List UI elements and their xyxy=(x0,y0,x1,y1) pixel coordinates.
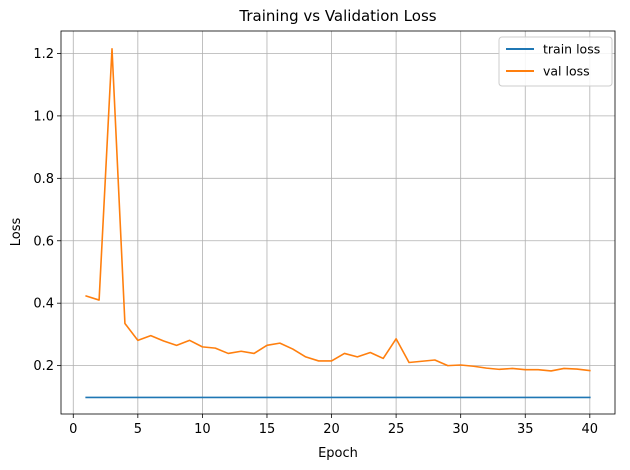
x-tick-label: 10 xyxy=(194,422,211,437)
chart-title: Training vs Validation Loss xyxy=(238,7,436,25)
x-tick-label: 35 xyxy=(517,422,534,437)
x-axis-label: Epoch xyxy=(318,446,358,461)
x-tick-label: 15 xyxy=(259,422,276,437)
y-tick-label: 0.8 xyxy=(33,172,54,187)
y-axis-label: Loss xyxy=(9,218,24,247)
series-line-val-loss xyxy=(85,47,591,372)
series-group xyxy=(85,47,591,399)
y-tick-label: 0.6 xyxy=(33,234,54,249)
x-tick-label: 40 xyxy=(582,422,599,437)
y-tick-label: 1.2 xyxy=(33,47,54,62)
y-tick-label: 0.2 xyxy=(33,359,54,374)
axis-ticks: 0 5 10 15 20 25 30 35 40 0.2 0.4 0.6 0.8 1.0 1.2 xyxy=(33,47,598,437)
grid-lines xyxy=(61,31,615,414)
x-tick-label: 20 xyxy=(323,422,340,437)
y-tick-label: 1.0 xyxy=(33,109,54,124)
x-tick-label: 25 xyxy=(388,422,405,437)
y-tick-label: 0.4 xyxy=(33,297,54,312)
x-tick-label: 30 xyxy=(452,422,469,437)
legend-label-val-loss: val loss xyxy=(543,64,590,79)
x-tick-label: 5 xyxy=(134,422,142,437)
plot-frame xyxy=(60,30,616,415)
x-tick-label: 0 xyxy=(69,422,77,437)
legend: train loss val loss xyxy=(498,36,613,87)
legend-label-train-loss: train loss xyxy=(543,42,600,57)
